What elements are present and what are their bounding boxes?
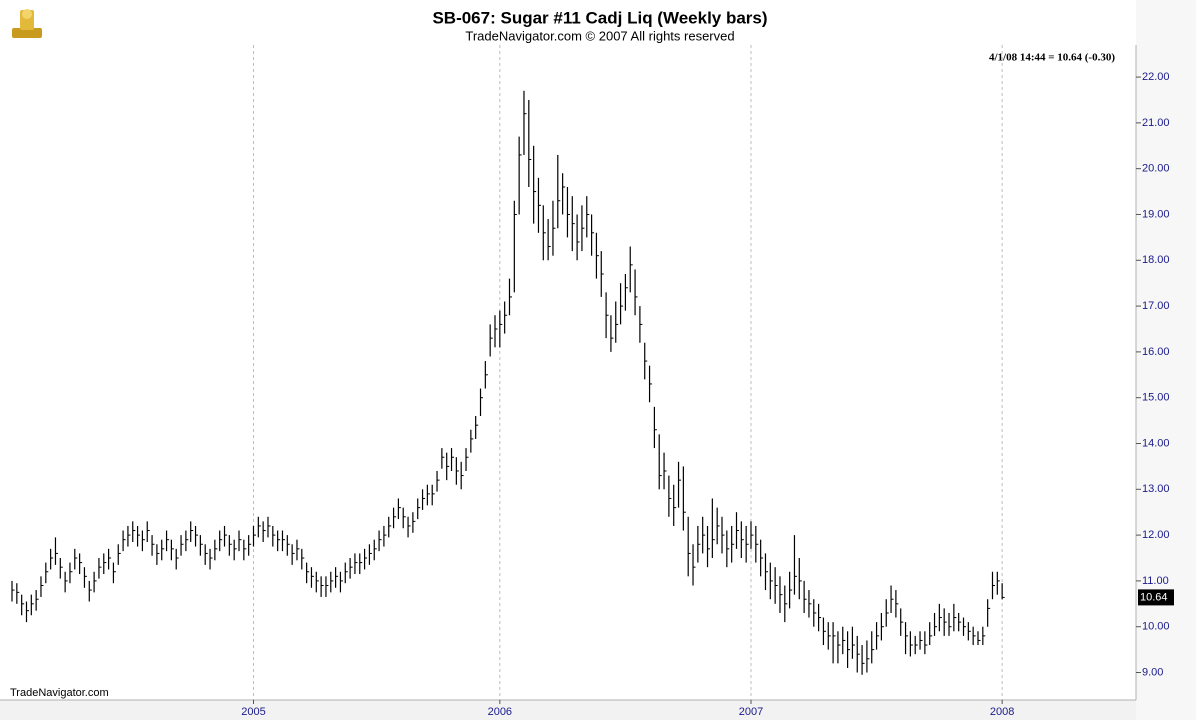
last-price-annotation: 4/1/08 14:44 = 10.64 (-0.30) xyxy=(989,52,1115,64)
y-tick-label: 20.00 xyxy=(1142,163,1170,175)
x-tick-label: 2006 xyxy=(488,706,512,718)
last-price-box xyxy=(1138,589,1174,606)
y-tick-label: 14.00 xyxy=(1142,437,1170,449)
y-tick-label: 15.00 xyxy=(1142,392,1170,404)
y-axis-band xyxy=(1136,0,1196,720)
y-tick-label: 10.00 xyxy=(1142,621,1170,633)
y-tick-label: 21.00 xyxy=(1142,117,1170,129)
last-price-label: 10.64 xyxy=(1140,591,1168,603)
y-tick-label: 19.00 xyxy=(1142,208,1170,220)
chart-title: SB-067: Sugar #11 Cadj Liq (Weekly bars) xyxy=(432,8,767,27)
price-bars xyxy=(11,90,1005,675)
y-tick-label: 18.00 xyxy=(1142,254,1170,266)
x-axis-band xyxy=(0,700,1196,720)
x-tick-label: 2005 xyxy=(241,706,265,718)
y-tick-label: 22.00 xyxy=(1142,71,1170,83)
y-tick-label: 17.00 xyxy=(1142,300,1170,312)
y-tick-label: 16.00 xyxy=(1142,346,1170,358)
y-tick-label: 9.00 xyxy=(1142,666,1163,678)
x-tick-label: 2008 xyxy=(990,706,1014,718)
y-tick-label: 11.00 xyxy=(1142,575,1169,587)
x-tick-label: 2007 xyxy=(739,706,763,718)
logo xyxy=(12,9,42,38)
y-tick-label: 13.00 xyxy=(1142,483,1170,495)
chart-subtitle: TradeNavigator.com © 2007 All rights res… xyxy=(465,28,734,43)
watermark: TradeNavigator.com xyxy=(10,687,109,699)
y-tick-label: 12.00 xyxy=(1142,529,1170,541)
